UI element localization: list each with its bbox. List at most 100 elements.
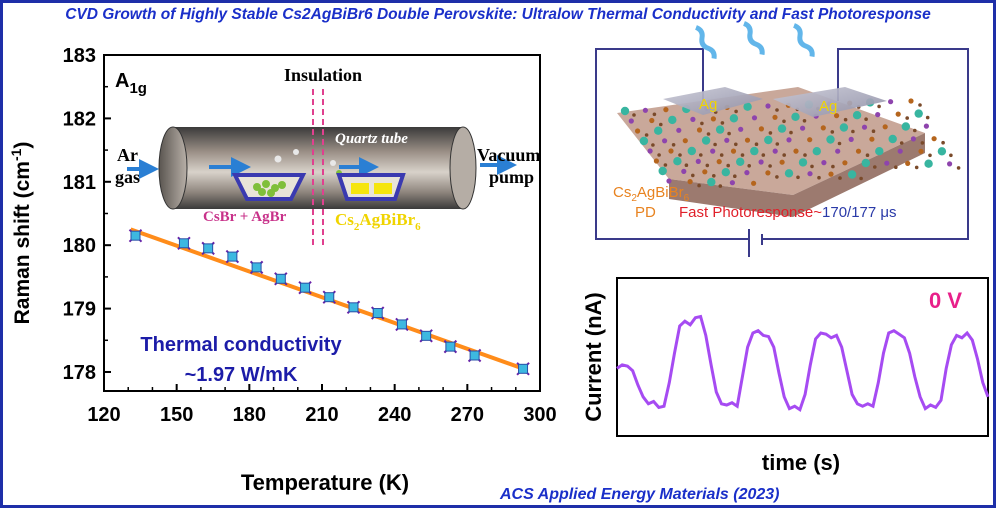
lattice-atom — [807, 171, 813, 177]
lattice-atom — [764, 135, 773, 145]
lattice-atom — [859, 176, 863, 181]
lattice-atom — [861, 124, 868, 130]
lattice-atom — [924, 159, 933, 168]
raman-data-point — [201, 241, 215, 256]
circuit-wire-left — [595, 48, 748, 240]
lattice-atom — [705, 163, 710, 168]
photocurrent-trace — [616, 314, 990, 413]
lattice-atom — [712, 174, 716, 178]
lattice-atom — [657, 153, 661, 157]
lattice-atom — [706, 132, 711, 136]
lattice-atom — [777, 124, 787, 133]
lattice-atom — [727, 131, 731, 136]
lattice-atom — [744, 170, 750, 176]
lattice-atom — [839, 123, 849, 132]
tube-inlet-end — [158, 126, 188, 210]
lattice-atom — [947, 161, 953, 167]
raman-data-point — [298, 280, 312, 295]
lattice-atom — [649, 117, 655, 124]
lattice-atom — [654, 126, 663, 135]
lattice-atom — [750, 146, 759, 156]
raman-data-point — [128, 228, 143, 243]
raman-data-point — [274, 272, 288, 286]
lattice-atom — [620, 106, 630, 116]
lattice-atom — [730, 148, 737, 154]
lattice-atom — [847, 170, 857, 179]
photoresponse-label: Fast Photoresponse~170/177 μs — [679, 204, 897, 221]
insulation-label: Insulation — [284, 65, 362, 85]
lattice-atom — [918, 103, 922, 107]
lattice-atom — [864, 117, 868, 121]
lattice-atom — [658, 166, 667, 176]
lattice-atom — [724, 137, 730, 143]
inlet-label-line2: gas — [115, 167, 140, 187]
peak-label: A1g — [115, 70, 147, 97]
lattice-atom — [775, 108, 779, 112]
lattice-atom — [852, 111, 862, 120]
lattice-atom — [632, 113, 636, 117]
lattice-atom — [782, 119, 786, 124]
raman-x-tick-label: 150 — [160, 404, 193, 426]
lattice-atom — [628, 118, 634, 124]
lattice-atom — [751, 115, 758, 121]
raman-x-axis-label: Temperature (K) — [241, 470, 409, 495]
lattice-atom — [754, 142, 759, 146]
lattice-atom — [914, 165, 919, 170]
lattice-atom — [710, 116, 717, 122]
lattice-atom — [659, 122, 663, 127]
lattice-atom — [838, 176, 842, 180]
lattice-atom — [791, 112, 800, 122]
lattice-atom — [873, 165, 877, 169]
raman-y-axis-label: Raman shift (cm-1) — [8, 142, 34, 325]
thermal-conductivity-value: ~1.97 W/mK — [185, 364, 298, 386]
lattice-atom — [668, 115, 677, 125]
raman-data-point — [225, 249, 240, 264]
lattice-atom — [726, 163, 730, 168]
lattice-atom — [949, 153, 953, 158]
lattice-atom — [812, 147, 821, 156]
lattice-atom — [925, 115, 930, 120]
lattice-atom — [700, 121, 704, 126]
raman-y-tick-label: 180 — [63, 235, 96, 257]
material-label-line1: Cs2AgBiBr6 — [613, 184, 690, 204]
lattice-atom — [793, 148, 799, 154]
lattice-atom — [761, 153, 766, 157]
lattice-atom — [758, 126, 765, 132]
lattice-atom — [914, 109, 923, 118]
lattice-atom — [842, 160, 848, 166]
lattice-atom — [837, 141, 842, 146]
lattice-atom — [699, 153, 703, 157]
lattice-atom — [734, 142, 738, 147]
lattice-atom — [798, 158, 808, 167]
lattice-atom — [779, 159, 785, 165]
lattice-atom — [707, 177, 716, 187]
raman-y-tick-label: 181 — [63, 172, 96, 194]
lattice-atom — [820, 125, 826, 131]
raman-data-points — [128, 228, 530, 376]
lattice-atom — [937, 147, 947, 156]
raman-x-tick-label: 120 — [87, 404, 120, 426]
lattice-atom — [729, 180, 736, 186]
raman-data-point — [322, 290, 336, 304]
lattice-atom — [662, 138, 668, 144]
lattice-atom — [647, 148, 653, 154]
lattice-atom — [802, 119, 807, 123]
lattice-atom — [734, 109, 738, 114]
lattice-atom — [786, 137, 792, 143]
raman-data-point — [249, 260, 264, 275]
raman-y-tick-label: 178 — [63, 362, 96, 384]
lattice-atom — [687, 179, 693, 185]
lattice-atom — [803, 153, 807, 157]
lattice-atom — [663, 107, 669, 113]
lattice-atom — [710, 148, 716, 154]
lattice-atom — [772, 114, 778, 120]
lattice-atom — [882, 124, 888, 130]
lattice-atom — [639, 136, 649, 146]
lattice-atom — [784, 169, 794, 178]
photocurrent-chart: Current (nA) time (s) 0 V — [581, 277, 990, 475]
raman-data-point — [371, 306, 385, 320]
perovskite-film-edge — [669, 133, 925, 217]
lattice-atom — [869, 136, 875, 142]
lattice-atom — [695, 158, 701, 164]
precursor-label: CsBr + AgBr — [203, 209, 287, 225]
